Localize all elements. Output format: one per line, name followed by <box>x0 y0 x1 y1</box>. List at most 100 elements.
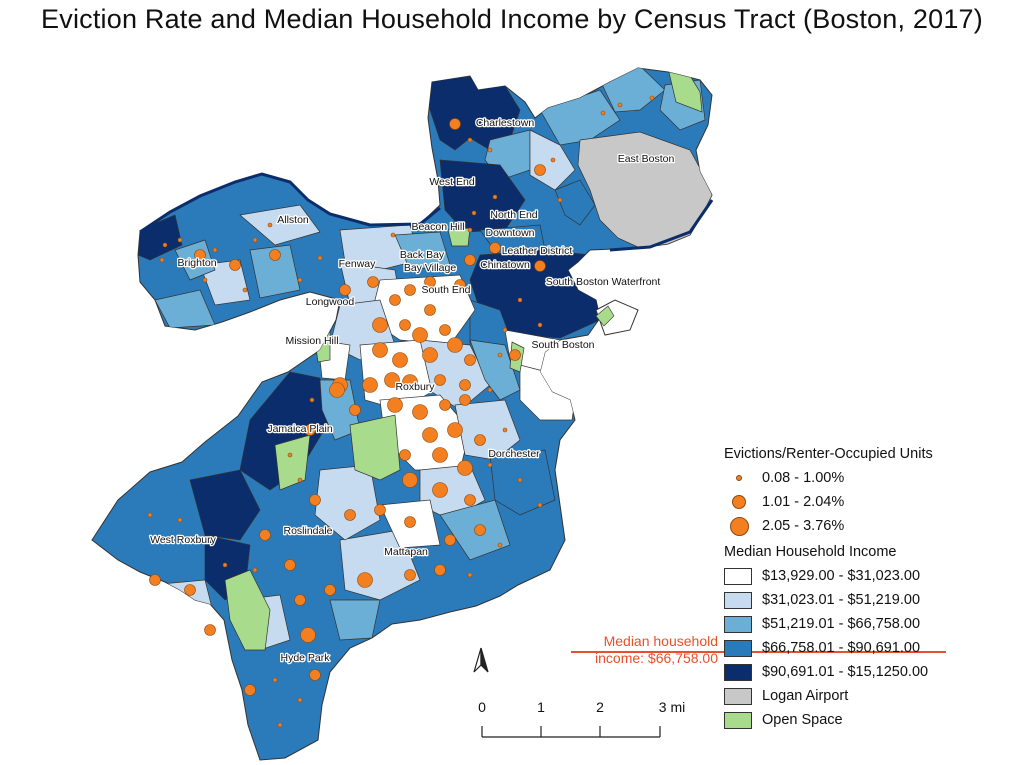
eviction-dot <box>357 572 373 588</box>
eviction-dot <box>517 297 523 303</box>
neighborhood-label: Hyde Park <box>280 652 330 664</box>
eviction-dot <box>617 102 623 108</box>
scale-tick: 2 <box>596 699 604 715</box>
legend-income-row: $13,929.00 - $31,023.00 <box>724 564 1019 588</box>
eviction-dot <box>447 422 463 438</box>
eviction-dot <box>349 404 361 416</box>
eviction-dot <box>467 137 473 143</box>
eviction-dot <box>557 197 563 203</box>
eviction-dot <box>487 147 493 153</box>
open-space <box>667 68 703 113</box>
eviction-dot <box>467 572 473 578</box>
neighborhood-label: South End <box>421 284 470 296</box>
eviction-dot <box>222 562 228 568</box>
eviction-dot <box>537 322 543 328</box>
eviction-dot <box>277 722 283 728</box>
open-space <box>447 227 471 247</box>
legend-label: Open Space <box>762 712 843 728</box>
eviction-dot <box>474 524 486 536</box>
eviction-dot <box>329 382 345 398</box>
eviction-dot <box>459 394 471 406</box>
eviction-dot <box>242 287 248 293</box>
legend-other-row: Logan Airport <box>724 684 1019 708</box>
median-income-annotation: Median household income: $66,758.00 <box>560 633 718 667</box>
eviction-dot <box>147 512 153 518</box>
legend-label: $90,691.01 - $15,1250.00 <box>762 664 929 680</box>
eviction-dot <box>252 567 258 573</box>
eviction-dot <box>372 317 388 333</box>
eviction-dot <box>177 237 183 243</box>
eviction-dot <box>444 534 456 546</box>
tract <box>149 579 216 621</box>
legend: Evictions/Renter-Occupied Units 0.08 - 1… <box>724 446 1019 732</box>
eviction-dot <box>294 594 306 606</box>
eviction-dot <box>457 460 473 476</box>
tract <box>454 399 521 461</box>
tract <box>394 231 451 271</box>
legend-income-row: $90,691.01 - $15,1250.00 <box>724 660 1019 684</box>
legend-eviction-row: 0.08 - 1.00% <box>724 466 1019 490</box>
eviction-dot <box>252 237 258 243</box>
north-arrow-icon <box>473 647 489 673</box>
eviction-dot <box>492 194 498 200</box>
eviction-dots-layer <box>147 95 655 728</box>
eviction-dot-small-icon <box>736 475 742 481</box>
tract <box>469 339 521 401</box>
eviction-dot <box>374 504 386 516</box>
income-swatch-icon <box>724 663 752 681</box>
neighborhood-label: North End <box>490 209 537 221</box>
tract <box>189 469 261 541</box>
legend-label: Logan Airport <box>762 688 849 704</box>
scale-tick: 0 <box>478 699 486 715</box>
legend-other-row: Open Space <box>724 708 1019 732</box>
eviction-dot <box>432 482 448 498</box>
eviction-dot <box>404 516 416 528</box>
airport-swatch-icon <box>724 687 752 705</box>
eviction-dot <box>432 447 448 463</box>
neighborhood-label: South Boston <box>531 339 594 351</box>
neighborhood-label: Mattapan <box>384 546 428 558</box>
eviction-dot <box>459 379 471 391</box>
logan-airport <box>577 131 712 249</box>
eviction-dot <box>184 584 196 596</box>
eviction-dot <box>317 255 323 261</box>
eviction-dot <box>422 347 438 363</box>
legend-label: $51,219.01 - $66,758.00 <box>762 616 921 632</box>
eviction-dot <box>162 242 168 248</box>
eviction-dot <box>434 374 446 386</box>
legend-income-title: Median Household Income <box>724 544 897 560</box>
eviction-dot <box>487 387 493 393</box>
eviction-dot <box>439 324 451 336</box>
legend-income-row: $31,023.01 - $51,219.00 <box>724 588 1019 612</box>
eviction-dot-large-icon <box>729 516 749 536</box>
eviction-dot <box>537 502 543 508</box>
legend-label: $66,758.01 - $90,691.00 <box>762 640 921 656</box>
neighborhood-label: Brighton <box>177 257 216 269</box>
tract <box>174 239 216 281</box>
neighborhood-label: Fenway <box>339 258 377 270</box>
neighborhood-label: Charlestown <box>476 117 535 129</box>
eviction-dot-medium-icon <box>732 495 746 509</box>
eviction-dot <box>424 276 436 288</box>
legend-evictions-title: Evictions/Renter-Occupied Units <box>724 446 933 462</box>
eviction-dot <box>297 697 303 703</box>
median-income-marker-line <box>571 651 946 653</box>
eviction-dot <box>502 327 508 333</box>
eviction-dot <box>412 327 428 343</box>
eviction-dot <box>344 509 356 521</box>
page-title: Eviction Rate and Median Household Incom… <box>41 4 983 34</box>
legend-eviction-row: 2.05 - 3.76% <box>724 514 1019 538</box>
eviction-dot <box>464 494 476 506</box>
eviction-dot <box>384 372 400 388</box>
legend-label: 0.08 - 1.00% <box>762 470 845 486</box>
open-space <box>224 569 271 651</box>
eviction-dot <box>517 477 523 483</box>
neighborhood-labels-layer: Charlestown East Boston West End North End A… <box>149 116 676 666</box>
eviction-dot <box>392 352 408 368</box>
eviction-dot <box>412 404 428 420</box>
eviction-dot <box>497 542 503 548</box>
eviction-dot <box>267 222 273 228</box>
eviction-dot <box>434 564 446 576</box>
eviction-dot <box>454 279 466 291</box>
eviction-dot <box>149 574 161 586</box>
